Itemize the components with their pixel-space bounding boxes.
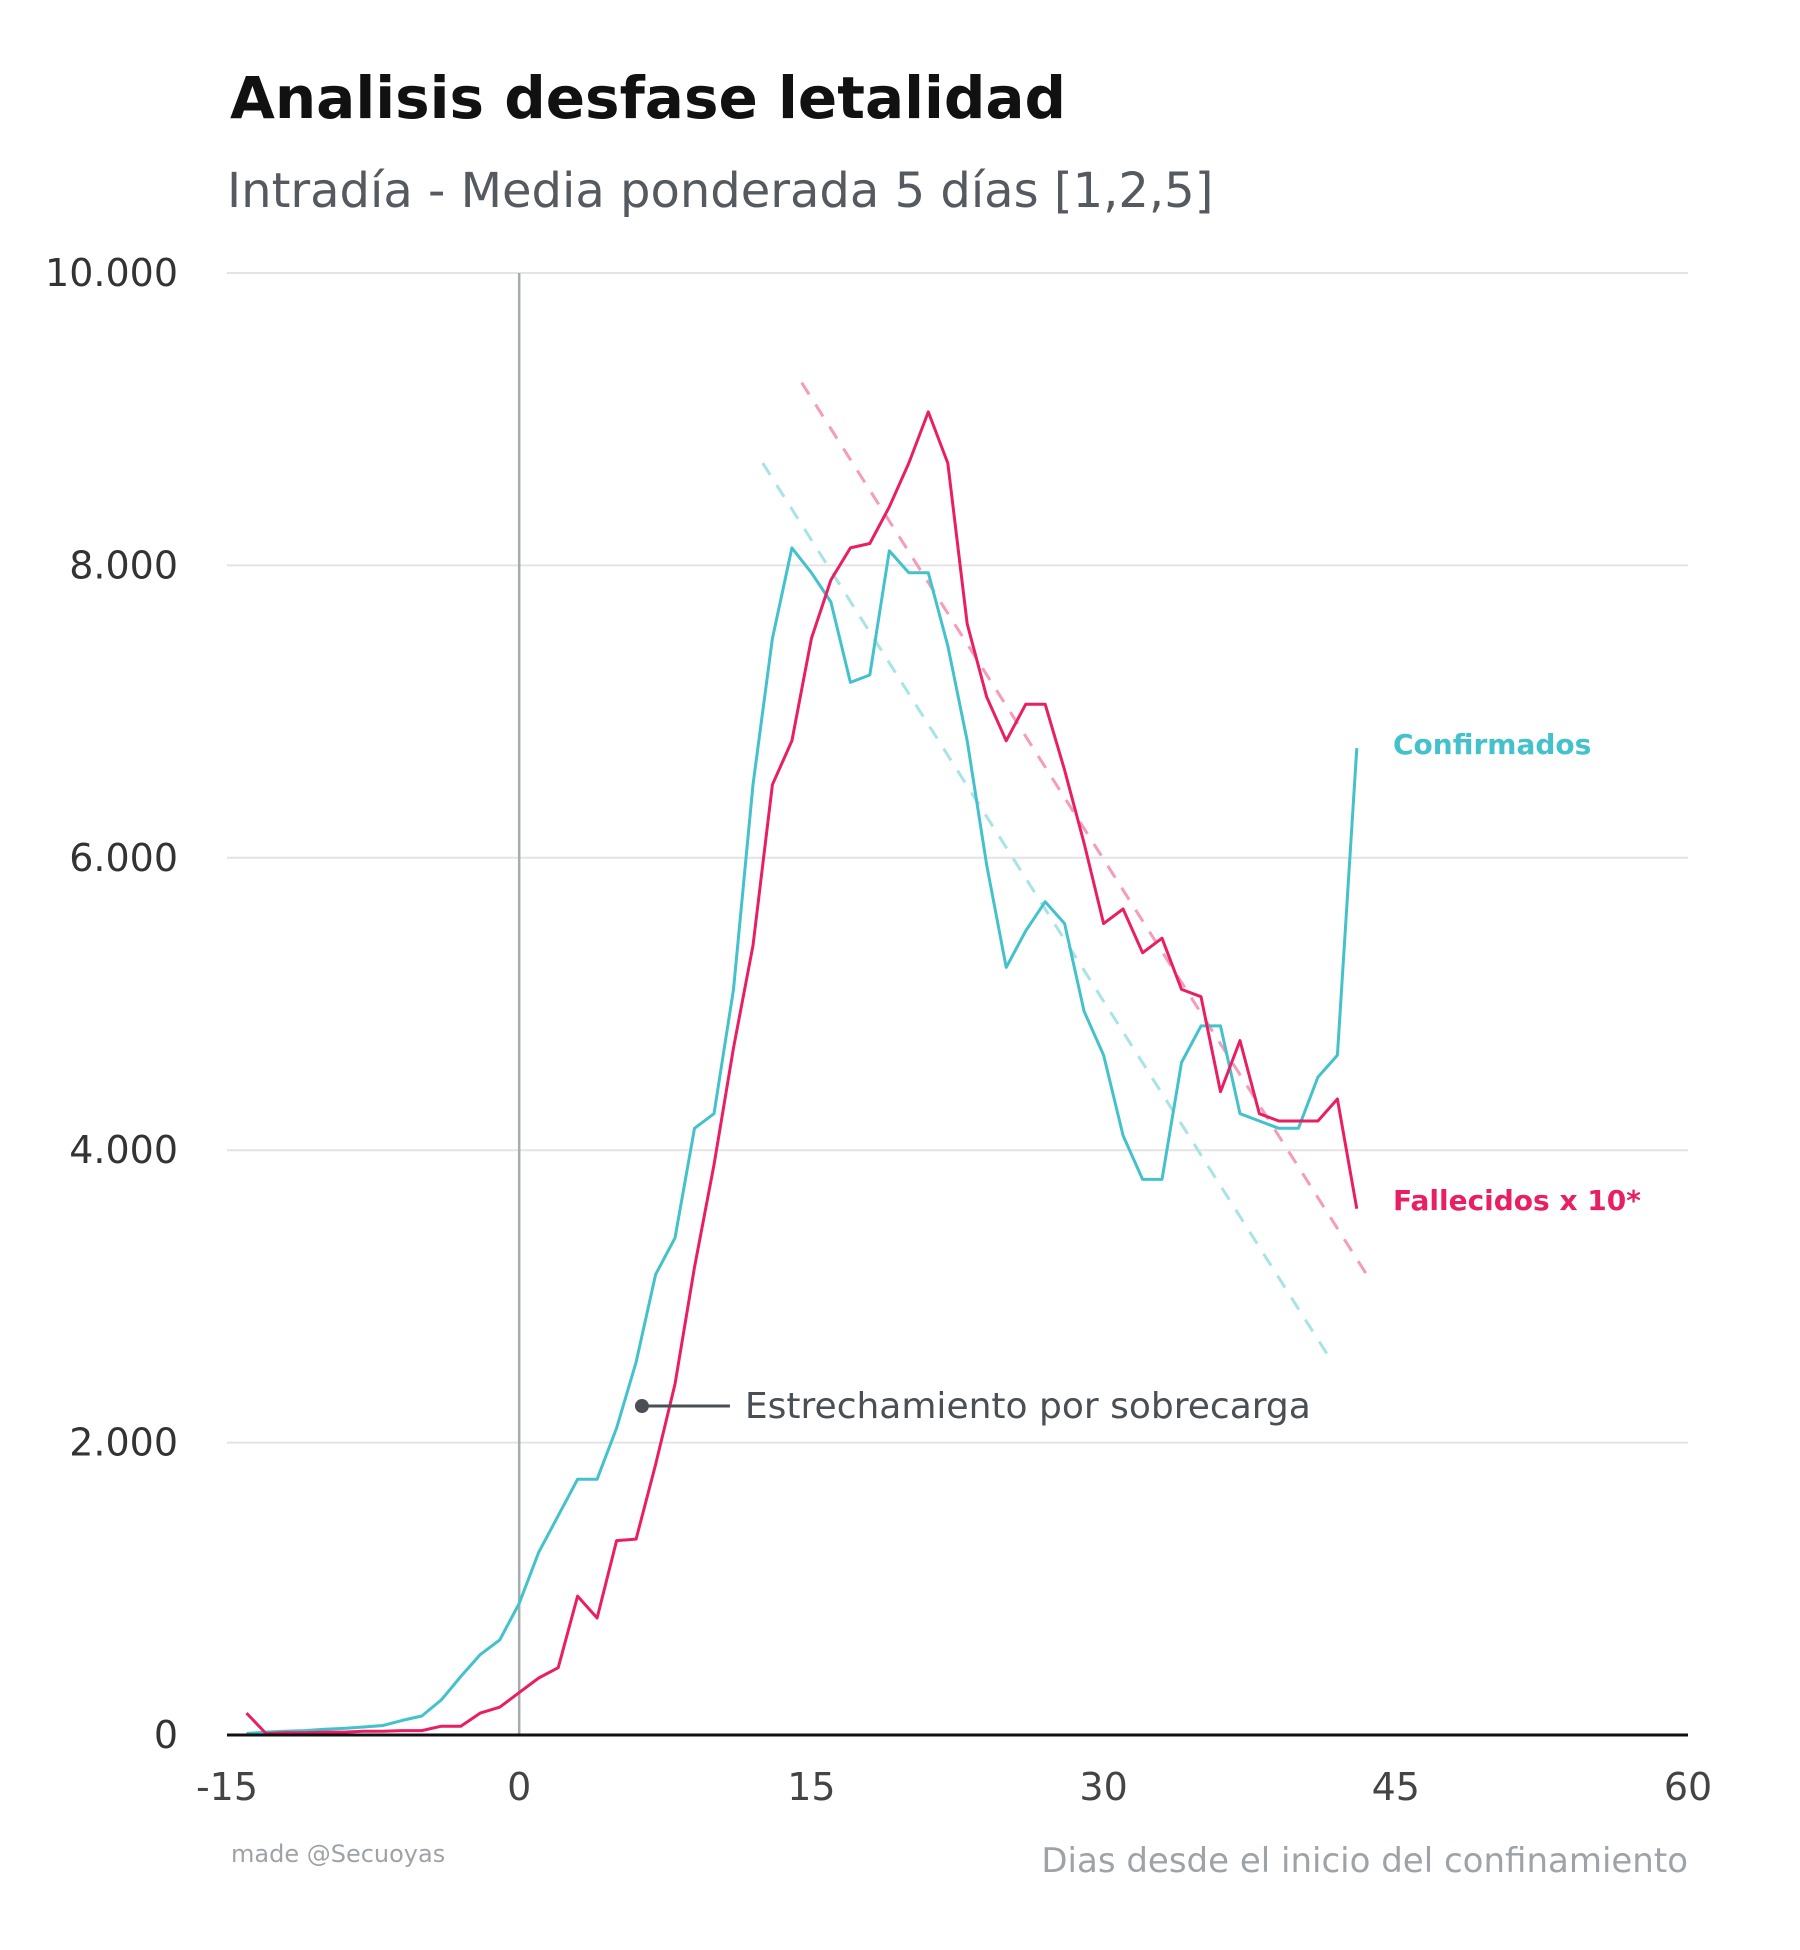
x-tick-label: -15 bbox=[196, 1765, 258, 1809]
trendline-fallecidos bbox=[800, 381, 1368, 1276]
series-label-fallecidos: Fallecidos x 10* bbox=[1393, 1184, 1641, 1217]
series-lines bbox=[245, 410, 1359, 1735]
x-axis-label: Dias desde el inicio del confinamiento bbox=[1041, 1841, 1688, 1881]
x-tick-label: 0 bbox=[507, 1765, 531, 1809]
chart-subtitle: Intradía - Media ponderada 5 días [1,2,5… bbox=[227, 163, 1213, 219]
gridlines bbox=[227, 272, 1688, 1444]
x-tick-label: 60 bbox=[1664, 1765, 1712, 1809]
y-tick-label: 4.000 bbox=[69, 1128, 178, 1172]
credit-text: made @Secuoyas bbox=[231, 1840, 445, 1868]
series-line-confirmados bbox=[246, 546, 1359, 1735]
y-tick-label: 2.000 bbox=[69, 1421, 178, 1465]
chart-title: Analisis desfase letalidad bbox=[230, 64, 1066, 132]
annotation: Estrechamiento por sobrecarga bbox=[634, 1386, 1311, 1427]
y-axis-ticks: 0 2.000 4.000 6.000 8.000 10.000 bbox=[45, 251, 178, 1757]
y-tick-label: 6.000 bbox=[69, 836, 178, 880]
annotation-text: Estrechamiento por sobrecarga bbox=[745, 1386, 1311, 1427]
x-tick-label: 45 bbox=[1372, 1765, 1420, 1809]
trendlines bbox=[761, 381, 1368, 1356]
series-line-fallecidos bbox=[245, 410, 1359, 1735]
x-tick-label: 15 bbox=[787, 1765, 835, 1809]
x-tick-label: 30 bbox=[1079, 1765, 1127, 1809]
series-labels: Confirmados Fallecidos x 10* bbox=[1393, 728, 1641, 1217]
trendline-confirmados bbox=[761, 462, 1329, 1356]
y-tick-label: 10.000 bbox=[45, 251, 178, 295]
series-label-confirmados: Confirmados bbox=[1393, 728, 1591, 761]
y-tick-label: 0 bbox=[154, 1713, 178, 1757]
x-axis-ticks: -15 0 15 30 45 60 bbox=[196, 1765, 1712, 1809]
y-tick-label: 8.000 bbox=[69, 543, 178, 587]
